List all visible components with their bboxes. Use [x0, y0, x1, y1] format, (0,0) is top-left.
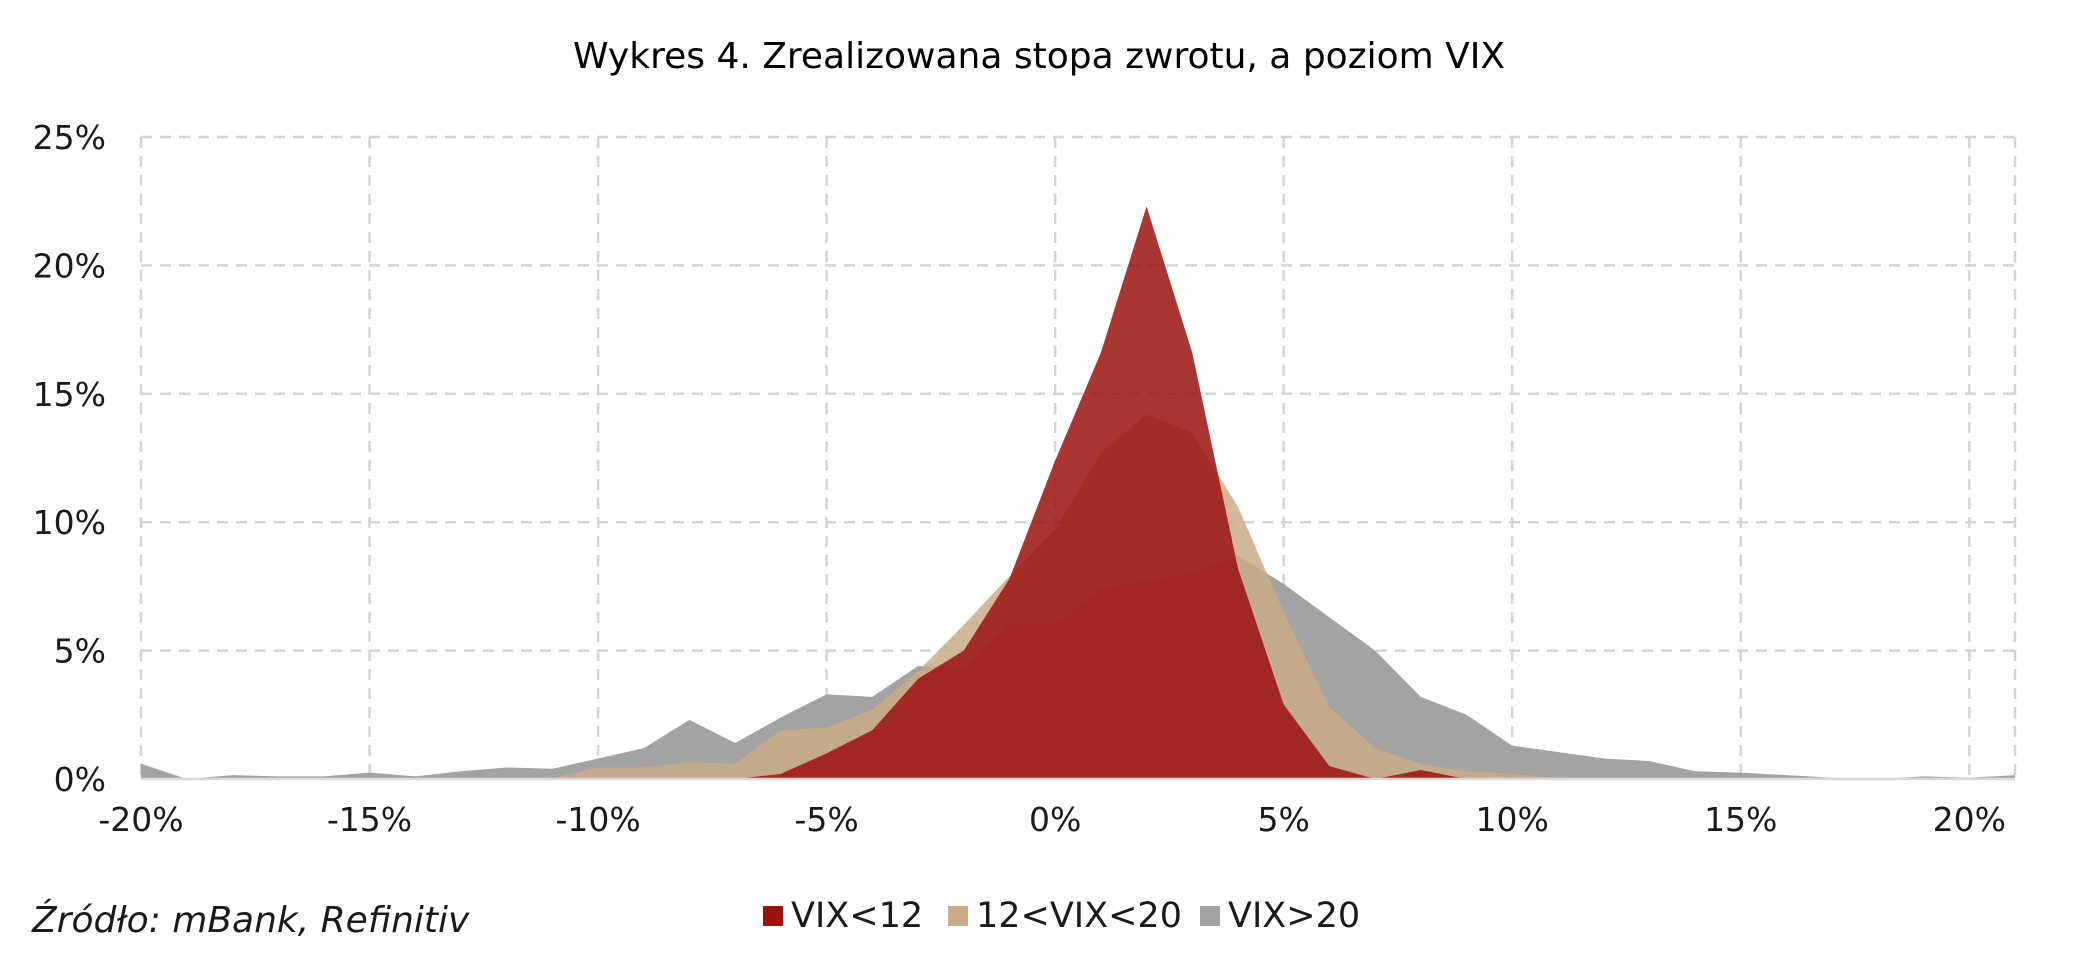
x-tick-labels: -20% -15% -10% -5% 0% 5% 10% 15% 20%	[98, 800, 2006, 839]
area-series-VIX<12	[141, 206, 2015, 779]
legend: VIX<12 12<VIX<20 VIX>20	[763, 896, 1360, 936]
x-tick-label: -20%	[98, 800, 183, 839]
y-tick-label: 0%	[54, 760, 106, 799]
y-tick-label: 20%	[33, 246, 106, 285]
y-tick-label: 15%	[33, 375, 106, 414]
x-tick-label: 20%	[1933, 800, 2006, 839]
plot-areas	[141, 206, 2015, 779]
legend-swatch	[948, 906, 968, 926]
x-tick-label: 15%	[1704, 800, 1777, 839]
x-tick-label: -10%	[555, 800, 640, 839]
y-tick-label: 25%	[33, 118, 106, 157]
legend-swatch	[763, 906, 783, 926]
y-tick-label: 10%	[33, 503, 106, 542]
legend-swatch	[1200, 906, 1220, 926]
y-tick-label: 5%	[54, 632, 106, 671]
x-tick-label: 10%	[1476, 800, 1549, 839]
x-tick-label: -5%	[794, 800, 858, 839]
legend-label: VIX<12	[791, 896, 923, 936]
x-tick-label: 0%	[1029, 800, 1081, 839]
source-note: Źródło: mBank, Refinitiv	[32, 900, 470, 941]
legend-label: 12<VIX<20	[976, 896, 1182, 936]
x-tick-label: 5%	[1258, 800, 1310, 839]
legend-label: VIX>20	[1228, 896, 1360, 936]
chart-title: Wykres 4. Zrealizowana stopa zwrotu, a p…	[573, 36, 1505, 77]
x-tick-label: -15%	[327, 800, 412, 839]
y-tick-labels: 0% 5% 10% 15% 20% 25%	[33, 118, 106, 799]
